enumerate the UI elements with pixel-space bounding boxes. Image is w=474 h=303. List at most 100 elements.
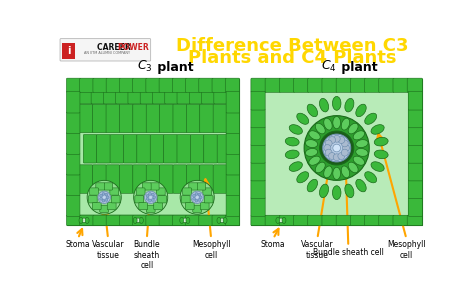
Circle shape [328, 137, 336, 144]
Circle shape [195, 199, 198, 202]
Ellipse shape [315, 162, 325, 173]
FancyBboxPatch shape [408, 91, 422, 110]
Circle shape [338, 152, 345, 159]
Ellipse shape [345, 98, 354, 112]
FancyBboxPatch shape [160, 104, 173, 133]
FancyBboxPatch shape [80, 78, 94, 92]
FancyBboxPatch shape [408, 198, 422, 216]
FancyBboxPatch shape [119, 165, 133, 193]
FancyBboxPatch shape [279, 78, 295, 92]
Circle shape [149, 196, 152, 198]
FancyBboxPatch shape [379, 78, 394, 92]
FancyBboxPatch shape [186, 165, 200, 193]
FancyBboxPatch shape [308, 78, 323, 92]
Ellipse shape [356, 140, 368, 148]
Ellipse shape [365, 113, 377, 124]
FancyBboxPatch shape [119, 215, 134, 225]
Ellipse shape [305, 140, 318, 148]
FancyBboxPatch shape [336, 78, 351, 92]
FancyBboxPatch shape [189, 183, 198, 190]
FancyBboxPatch shape [128, 91, 141, 104]
Ellipse shape [356, 104, 366, 117]
Circle shape [146, 195, 149, 197]
FancyBboxPatch shape [226, 112, 239, 134]
Circle shape [333, 135, 340, 142]
FancyBboxPatch shape [225, 215, 239, 225]
FancyBboxPatch shape [408, 109, 422, 128]
FancyBboxPatch shape [139, 202, 147, 210]
Ellipse shape [307, 179, 318, 192]
Ellipse shape [341, 118, 350, 130]
Circle shape [148, 192, 151, 195]
Circle shape [192, 195, 195, 197]
FancyBboxPatch shape [201, 91, 215, 104]
Circle shape [152, 198, 154, 201]
Ellipse shape [319, 98, 328, 112]
Text: plant: plant [337, 61, 377, 74]
Circle shape [146, 198, 149, 200]
Circle shape [324, 145, 331, 152]
Circle shape [100, 195, 102, 197]
FancyBboxPatch shape [199, 78, 213, 92]
FancyBboxPatch shape [251, 109, 265, 128]
Bar [67, 79, 239, 225]
FancyBboxPatch shape [212, 215, 227, 225]
FancyBboxPatch shape [393, 78, 408, 92]
FancyBboxPatch shape [116, 91, 129, 104]
Ellipse shape [276, 217, 280, 224]
FancyBboxPatch shape [185, 202, 194, 210]
FancyBboxPatch shape [79, 104, 93, 133]
Circle shape [152, 193, 154, 196]
FancyBboxPatch shape [204, 135, 218, 163]
FancyBboxPatch shape [212, 78, 227, 92]
FancyBboxPatch shape [350, 215, 365, 225]
Circle shape [145, 191, 157, 203]
Circle shape [338, 137, 345, 144]
FancyBboxPatch shape [200, 104, 213, 133]
FancyBboxPatch shape [308, 215, 323, 225]
Circle shape [198, 193, 201, 196]
Text: Plants and C4 Plants: Plants and C4 Plants [188, 49, 396, 67]
Ellipse shape [133, 217, 137, 224]
FancyBboxPatch shape [135, 196, 144, 203]
Ellipse shape [289, 125, 302, 134]
Ellipse shape [319, 184, 328, 198]
FancyBboxPatch shape [159, 78, 173, 92]
FancyBboxPatch shape [251, 162, 265, 181]
Ellipse shape [218, 218, 226, 223]
Circle shape [105, 198, 108, 201]
FancyBboxPatch shape [66, 215, 81, 225]
FancyBboxPatch shape [226, 195, 239, 216]
Text: i: i [67, 46, 70, 56]
Ellipse shape [297, 172, 309, 183]
FancyBboxPatch shape [185, 215, 200, 225]
Ellipse shape [277, 218, 285, 223]
FancyBboxPatch shape [150, 183, 159, 190]
FancyBboxPatch shape [103, 91, 117, 104]
FancyBboxPatch shape [119, 78, 134, 92]
FancyBboxPatch shape [91, 91, 104, 104]
Text: Vascular
tissue: Vascular tissue [301, 240, 334, 260]
FancyBboxPatch shape [106, 165, 120, 193]
FancyBboxPatch shape [293, 78, 309, 92]
FancyBboxPatch shape [322, 215, 337, 225]
Text: $C_4$: $C_4$ [321, 59, 337, 74]
FancyBboxPatch shape [251, 127, 265, 145]
Text: Stoma: Stoma [261, 240, 285, 249]
FancyBboxPatch shape [407, 78, 422, 92]
FancyBboxPatch shape [173, 78, 187, 92]
Text: Stoma: Stoma [65, 240, 90, 249]
Circle shape [341, 149, 348, 156]
FancyBboxPatch shape [191, 135, 204, 163]
Ellipse shape [307, 104, 318, 117]
FancyBboxPatch shape [336, 215, 351, 225]
FancyBboxPatch shape [142, 183, 151, 190]
Ellipse shape [333, 167, 341, 180]
Text: AN IITM ALUMNI COMPANY: AN IITM ALUMNI COMPANY [84, 51, 130, 55]
Ellipse shape [345, 184, 354, 198]
Text: Mesophyll
cell: Mesophyll cell [192, 240, 230, 260]
FancyBboxPatch shape [140, 91, 154, 104]
Bar [63, 43, 75, 59]
FancyBboxPatch shape [66, 78, 81, 92]
FancyBboxPatch shape [160, 165, 173, 193]
